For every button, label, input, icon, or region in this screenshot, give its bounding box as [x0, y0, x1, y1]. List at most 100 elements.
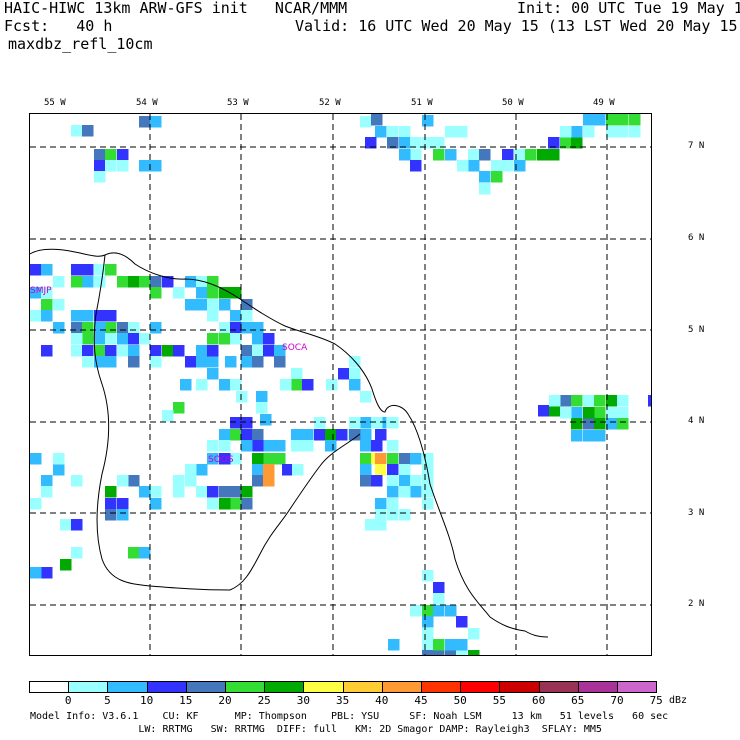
reflectivity-cell: [617, 418, 629, 430]
reflectivity-cell: [433, 137, 445, 149]
field-name: maxdbz_refl_10cm: [8, 35, 153, 53]
reflectivity-cell: [117, 333, 129, 345]
reflectivity-cell: [538, 405, 550, 417]
reflectivity-cell: [117, 322, 129, 334]
reflectivity-cell: [82, 276, 94, 288]
reflectivity-cell: [230, 486, 242, 498]
reflectivity-cell: [219, 379, 231, 391]
reflectivity-cell: [617, 407, 629, 419]
reflectivity-cell: [606, 418, 618, 430]
reflectivity-cell: [207, 310, 219, 322]
reflectivity-cell: [387, 486, 399, 498]
reflectivity-cell: [445, 149, 457, 161]
reflectivity-cell: [150, 356, 162, 368]
reflectivity-cell: [180, 379, 192, 391]
reflectivity-cell: [252, 475, 264, 487]
reflectivity-cell: [105, 160, 117, 172]
header-title: HAIC-HIWC 13km ARW-GFS init NCAR/MMM: [4, 0, 348, 17]
colorbar-label: 50: [453, 694, 467, 707]
valid-time: Valid: 16 UTC Wed 20 May 15 (13 LST Wed …: [295, 17, 740, 35]
reflectivity-cell: [241, 417, 253, 429]
reflectivity-cell: [117, 509, 129, 521]
reflectivity-cell: [207, 276, 219, 288]
reflectivity-cell: [207, 345, 219, 357]
reflectivity-cell: [105, 149, 117, 161]
reflectivity-cell: [537, 149, 549, 161]
colorbar-label: 65: [571, 694, 585, 707]
reflectivity-cell: [94, 322, 106, 334]
lon-label: 51 W: [411, 98, 433, 108]
reflectivity-cell: [571, 126, 583, 138]
reflectivity-cell: [71, 125, 83, 137]
reflectivity-cell: [365, 137, 377, 149]
reflectivity-cell: [360, 417, 372, 429]
reflectivity-cell: [349, 379, 361, 391]
reflectivity-cell: [375, 429, 387, 441]
reflectivity-cell: [117, 475, 129, 487]
reflectivity-cell: [150, 322, 162, 334]
reflectivity-cell: [433, 639, 445, 651]
reflectivity-cell: [291, 429, 303, 441]
reflectivity-cell: [71, 322, 83, 334]
reflectivity-cell: [422, 498, 434, 510]
reflectivity-cell: [388, 639, 400, 651]
reflectivity-cell: [241, 498, 253, 510]
reflectivity-cell: [105, 310, 117, 322]
reflectivity-cell: [139, 276, 151, 288]
reflectivity-cell: [252, 356, 264, 368]
reflectivity-cell: [274, 440, 286, 452]
reflectivity-cell: [410, 160, 422, 172]
colorbar-label: 30: [296, 694, 311, 707]
reflectivity-cell: [314, 417, 326, 429]
reflectivity-cell: [617, 126, 629, 138]
reflectivity-cell: [606, 395, 618, 407]
reflectivity-cell: [150, 486, 162, 498]
forecast-hour: Fcst: 40 h: [4, 17, 113, 35]
reflectivity-cell: [230, 379, 242, 391]
reflectivity-cell: [606, 114, 618, 126]
border: [93, 254, 361, 591]
reflectivity-cell: [468, 628, 480, 640]
reflectivity-cell: [399, 464, 411, 476]
colorbar-label: 55: [492, 694, 507, 707]
reflectivity-cell: [94, 160, 106, 172]
reflectivity-cell: [560, 126, 572, 138]
reflectivity-cell: [445, 126, 457, 138]
reflectivity-cell: [128, 547, 140, 559]
reflectivity-cell: [617, 395, 629, 407]
reflectivity-cell: [445, 650, 457, 655]
reflectivity-cell: [606, 126, 618, 138]
reflectivity-cell: [219, 299, 231, 311]
reflectivity-cell: [128, 276, 140, 288]
reflectivity-cell: [606, 407, 618, 419]
reflectivity-cell: [422, 650, 434, 655]
reflectivity-cell: [410, 605, 422, 617]
colorbar-label: 45: [414, 694, 428, 707]
reflectivity-cell: [105, 333, 117, 345]
reflectivity-cell: [433, 605, 445, 617]
reflectivity-cell: [41, 299, 53, 311]
reflectivity-cell: [105, 498, 117, 510]
reflectivity-cell: [583, 395, 595, 407]
colorbar-swatch: [421, 681, 462, 693]
reflectivity-cell: [173, 345, 185, 357]
reflectivity-cell: [94, 171, 106, 183]
reflectivity-cell: [422, 115, 434, 127]
reflectivity-cell: [71, 345, 83, 357]
reflectivity-cell: [399, 509, 411, 521]
reflectivity-cell: [291, 368, 303, 380]
reflectivity-cell: [263, 440, 275, 452]
reflectivity-cell: [360, 453, 372, 465]
reflectivity-cell: [648, 395, 651, 407]
reflectivity-cell: [117, 345, 129, 357]
reflectivity-cell: [185, 464, 197, 476]
reflectivity-cell: [325, 429, 337, 441]
reflectivity-cell: [185, 299, 197, 311]
reflectivity-cell: [387, 137, 399, 149]
reflectivity-cell: [422, 475, 434, 487]
reflectivity-cell: [196, 276, 208, 288]
colorbar-unit: dBz: [669, 695, 688, 706]
reflectivity-cell: [629, 126, 641, 138]
reflectivity-cell: [387, 417, 399, 429]
reflectivity-cell: [128, 475, 140, 487]
